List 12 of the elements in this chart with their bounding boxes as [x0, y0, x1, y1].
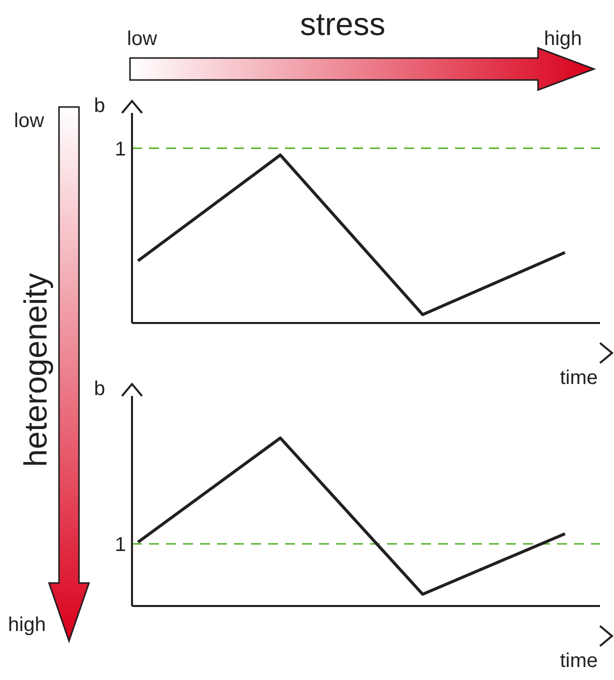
y-axis-title: b [94, 378, 106, 401]
text: low [127, 28, 158, 51]
text: 1 [114, 534, 126, 556]
x-axis-title: time [560, 367, 598, 390]
text: high [8, 614, 46, 637]
text: 1 [114, 138, 126, 160]
x-axis-title: time [560, 650, 598, 673]
text: stress [300, 6, 386, 43]
y-axis-title: b [94, 95, 106, 118]
text: low [14, 110, 44, 133]
text: high [544, 28, 582, 51]
text: heterogeneity [18, 273, 54, 467]
